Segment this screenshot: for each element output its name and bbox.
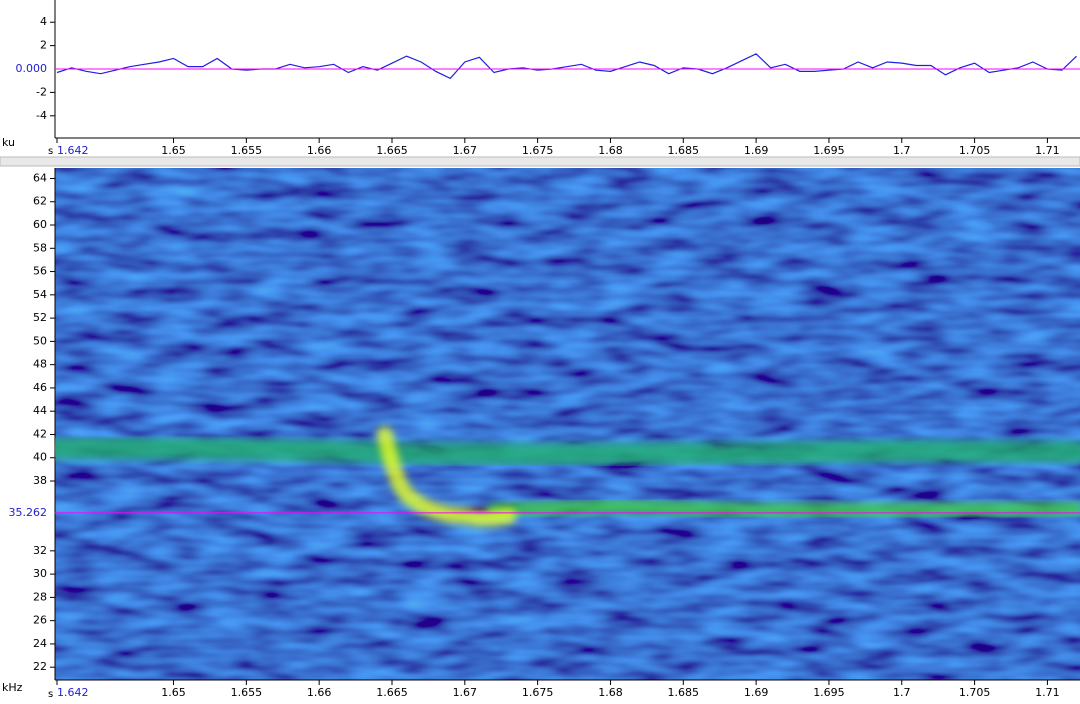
x-tick-label: 1.695: [813, 144, 845, 157]
y-tick-label: 26: [33, 614, 47, 627]
x-tick-label: 1.665: [376, 144, 408, 157]
y-tick-label: 22: [33, 660, 47, 673]
x-tick-label: 1.71: [1035, 686, 1060, 699]
separator: [0, 156, 1080, 167]
y-tick-label: 56: [33, 265, 47, 278]
x-tick-label: 1.66: [307, 144, 332, 157]
y-tick-label: 42: [33, 427, 47, 440]
x-tick-label: 1.705: [959, 686, 991, 699]
y-tick-label: 24: [33, 637, 47, 650]
x-tick-label: 1.655: [231, 686, 263, 699]
y-tick-label: 64: [33, 171, 47, 184]
x-tick-label: 1.685: [668, 144, 700, 157]
x-tick-label: 1.695: [813, 686, 845, 699]
x-unit: s: [48, 146, 53, 157]
x-tick-label: 1.69: [744, 686, 769, 699]
y-unit: ku: [2, 136, 15, 149]
x-tick-label: 1.69: [744, 144, 769, 157]
x-tick-label: 1.68: [598, 686, 623, 699]
x-tick-label: 1.642: [57, 686, 89, 699]
x-tick-label: 1.705: [959, 144, 991, 157]
x-tick-label: 1.67: [453, 144, 478, 157]
x-unit: s: [48, 689, 53, 700]
y-tick-label: 60: [33, 218, 47, 231]
y-tick-label: 30: [33, 567, 47, 580]
y-tick-label: -4: [36, 109, 47, 122]
x-tick-label: 1.655: [231, 144, 263, 157]
y-tick-label: 54: [33, 288, 47, 301]
y-tick-label: -2: [36, 85, 47, 98]
y-tick-label: 62: [33, 195, 47, 208]
x-tick-label: 1.67: [453, 686, 478, 699]
plot-area: [56, 53, 1077, 80]
x-tick-label: 1.7: [893, 686, 911, 699]
y-tick-label: 50: [33, 334, 47, 347]
y-tick-label: 46: [33, 381, 47, 394]
x-tick-label: 1.642: [57, 144, 89, 157]
y-tick-label: 58: [33, 241, 47, 254]
x-tick-label: 1.665: [376, 686, 408, 699]
x-tick-label: 1.7: [893, 144, 911, 157]
x-tick-label: 1.68: [598, 144, 623, 157]
x-tick-label: 1.65: [161, 144, 186, 157]
spectrogram-noise: [55, 168, 1080, 680]
y-unit: kHz: [2, 681, 23, 694]
x-tick-label: 1.675: [522, 144, 554, 157]
spectral-band: [486, 499, 1080, 518]
y-tick-label: 52: [33, 311, 47, 324]
waveform: [56, 53, 1077, 80]
x-tick-label: 1.675: [522, 686, 554, 699]
x-tick-label: 1.71: [1035, 144, 1060, 157]
spectral-band: [55, 437, 1080, 466]
x-tick-label: 1.685: [668, 686, 700, 699]
y-tick-label: 48: [33, 358, 47, 371]
y-tick-label: 4: [40, 15, 47, 28]
y-tick-label: 28: [33, 590, 47, 603]
y-tick-label: 2: [40, 39, 47, 52]
y-tick-label: 38: [33, 474, 47, 487]
cursor-label: 35.262: [9, 506, 48, 519]
y-tick-label: 40: [33, 451, 47, 464]
x-tick-label: 1.66: [307, 686, 332, 699]
cursor-label: 0.000: [16, 62, 48, 75]
x-tick-label: 1.65: [161, 686, 186, 699]
y-tick-label: 32: [33, 544, 47, 557]
y-tick-label: 44: [33, 404, 47, 417]
spectral-band: [376, 426, 517, 527]
plot-area: [55, 426, 1080, 527]
